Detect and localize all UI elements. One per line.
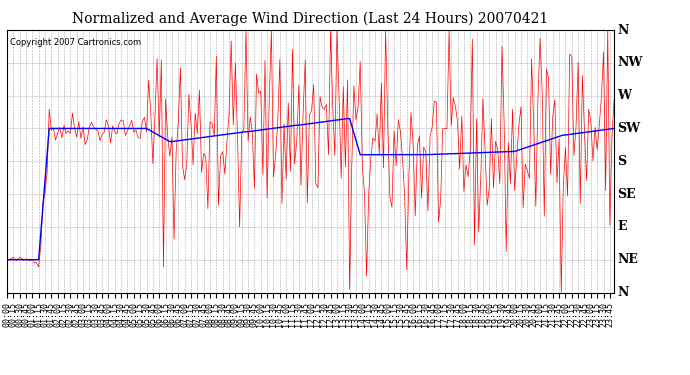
Text: Copyright 2007 Cartronics.com: Copyright 2007 Cartronics.com bbox=[10, 38, 141, 47]
Text: SW: SW bbox=[618, 122, 641, 135]
Text: NE: NE bbox=[618, 253, 638, 266]
Text: Normalized and Average Wind Direction (Last 24 Hours) 20070421: Normalized and Average Wind Direction (L… bbox=[72, 11, 549, 26]
Text: W: W bbox=[618, 89, 631, 102]
Text: N: N bbox=[618, 24, 629, 36]
Text: S: S bbox=[618, 155, 627, 168]
Text: N: N bbox=[618, 286, 629, 299]
Text: SE: SE bbox=[618, 188, 636, 201]
Text: NW: NW bbox=[618, 56, 643, 69]
Text: E: E bbox=[618, 220, 627, 233]
